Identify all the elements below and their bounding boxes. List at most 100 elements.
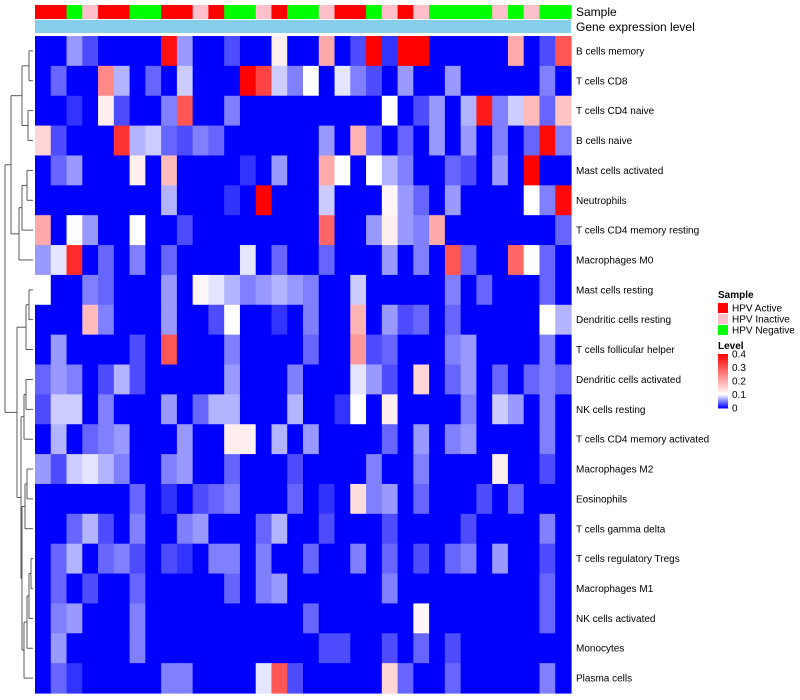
heatmap-cell [555,65,572,97]
heatmap-cell [366,573,383,605]
heatmap-cell [66,364,83,395]
heatmap-cell [255,573,273,605]
heatmap-cell [334,633,351,664]
heatmap-cell [460,36,478,67]
legend-level-gradient-step [718,360,728,362]
heatmap-cell [507,125,525,157]
heatmap-cell [444,334,462,366]
heatmap-cell [129,304,146,336]
heatmap-cell [507,304,525,336]
heatmap-cell [255,603,273,634]
legend-level-gradient-step [718,375,728,377]
heatmap-cell [176,125,194,157]
heatmap-cell [50,155,68,186]
heatmap-cell [50,663,68,694]
heatmap-cell [50,424,68,455]
heatmap-cell [113,633,131,664]
legend-level-gradient-step [718,397,728,399]
heatmap-cell [492,125,509,157]
heatmap-cell [460,185,478,216]
heatmap-cell [523,633,541,664]
heatmap-cell [35,424,52,455]
heatmap-cell [318,543,336,575]
heatmap-cell [318,215,336,246]
heatmap-cell [397,185,414,216]
heatmap-cell [476,394,493,425]
heatmap-cell [192,334,210,366]
heatmap-cell [176,573,194,605]
heatmap-cell [539,663,556,694]
legend-level-gradient-step [718,401,728,404]
legend-level-gradient-step [718,359,728,361]
heatmap-cell [113,454,131,485]
sample-annotation-cell [318,5,336,19]
legend-sample-swatch [718,314,728,324]
heatmap-cell [192,215,210,246]
heatmap-cell [208,454,225,485]
heatmap-cell [145,424,162,455]
heatmap-cell [413,483,430,515]
heatmap-cell [476,36,493,67]
heatmap-cell [492,483,509,515]
sample-annotation-cell [113,5,131,19]
heatmap-cell [381,394,399,425]
heatmap-cell [334,274,351,306]
heatmap-cell [161,36,178,67]
heatmap-cell [507,334,525,366]
heatmap-cell [334,454,351,485]
heatmap-cell [397,155,414,186]
heatmap-cell [129,663,146,694]
heatmap-cell [192,95,210,127]
heatmap-cell [161,573,178,605]
heatmap-cell [381,304,399,336]
heatmap-cell [287,125,304,157]
heatmap-cell [318,454,336,485]
row-label: Dendritic cells resting [576,315,671,326]
heatmap-cell [82,424,99,455]
heatmap-cell [429,483,446,515]
legend-level-gradient-step [718,376,728,378]
sample-annotation-cell [555,5,572,19]
heatmap-cell [476,573,493,605]
heatmap-cell [176,483,194,515]
heatmap-cell [50,633,68,664]
heatmap-cell [82,36,99,67]
heatmap-cell [239,603,257,634]
heatmap-cell [350,394,367,425]
heatmap-cell [113,603,131,634]
heatmap-cell [129,424,146,455]
heatmap-cell [366,603,383,634]
heatmap-cell [555,245,572,276]
legend-level: Level 0.4 0.3 0.2 0.1 0 [718,341,746,415]
heatmap-cell [303,215,320,246]
heatmap-cell [334,95,351,127]
heatmap-cell [35,185,52,216]
heatmap-cell [555,334,572,366]
heatmap-cell [492,424,509,455]
heatmap-cell [50,125,68,157]
heatmap-cell [303,334,320,366]
heatmap-cell [239,185,257,216]
heatmap-cell [334,663,351,694]
heatmap-cell [397,36,414,67]
heatmap-cell [318,483,336,515]
heatmap-cell [523,185,541,216]
heatmap-cell [271,394,288,425]
heatmap-cell [303,603,320,634]
heatmap-cell [145,36,162,67]
heatmap-cell [476,424,493,455]
heatmap-cell [444,603,462,634]
heatmap-cell [429,394,446,425]
heatmap-cell [35,364,52,395]
heatmap-cell [271,185,288,216]
heatmap-cell [239,245,257,276]
heatmap-cell [255,513,273,545]
heatmap-cell [208,155,225,186]
heatmap-cell [539,155,556,186]
heatmap-cell [334,364,351,395]
heatmap-cell [66,215,83,246]
heatmap-cell [476,483,493,515]
heatmap-cell [35,215,52,246]
heatmap-cell [287,304,304,336]
heatmap-cell [366,215,383,246]
